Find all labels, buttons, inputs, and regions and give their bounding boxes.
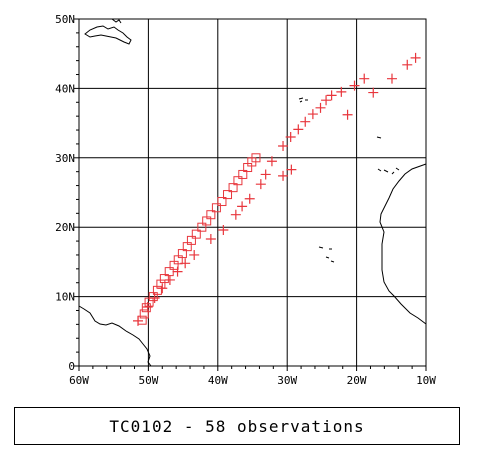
observation-plus-marker <box>180 258 191 269</box>
observation-plus-marker <box>218 224 229 235</box>
coastline-island-top <box>111 18 122 24</box>
x-tick-label: 40W <box>208 374 228 387</box>
observation-square-marker <box>251 153 261 163</box>
observation-square-marker <box>217 197 227 207</box>
observation-plus-marker <box>278 170 289 181</box>
observation-plus-marker <box>157 283 168 294</box>
observation-plus-marker <box>410 52 421 63</box>
observation-plus-marker <box>321 95 332 106</box>
observation-plus-marker <box>255 179 266 190</box>
observation-square-marker <box>152 285 162 295</box>
x-tick-label: 50W <box>138 374 158 387</box>
observation-plus-marker <box>349 80 360 91</box>
y-tick-label: 20N <box>55 221 75 234</box>
caption-box: TC0102 - 58 observations <box>14 407 460 445</box>
observation-square-marker <box>191 229 201 239</box>
observation-square-marker <box>211 203 221 213</box>
observation-plus-marker <box>286 164 297 175</box>
observation-plus-marker <box>300 116 311 127</box>
observation-square-marker <box>223 190 233 200</box>
observation-square-marker <box>139 309 149 319</box>
map-background <box>79 19 426 366</box>
observation-plus-marker <box>172 266 183 277</box>
observation-square-marker <box>228 183 238 193</box>
observation-plus-marker <box>266 156 277 167</box>
map-grid <box>79 19 426 366</box>
caption-text: TC0102 - 58 observations <box>109 416 365 436</box>
observation-square-marker <box>177 249 187 259</box>
observation-square-marker <box>186 235 196 245</box>
observation-plus-marker <box>293 124 304 135</box>
cape-verde-islands <box>318 246 335 263</box>
observation-square-marker <box>197 222 207 232</box>
observation-plus-marker <box>285 131 296 142</box>
coastlines <box>78 18 427 367</box>
observation-plus-marker <box>230 209 241 220</box>
coastline-newfoundland <box>84 25 132 45</box>
observation-plus-marker <box>315 102 326 113</box>
azores-islands <box>298 97 308 103</box>
observation-plus-marker <box>205 233 216 244</box>
observation-plus-marker <box>359 73 370 84</box>
observation-plus-marker <box>336 86 347 97</box>
observation-plus-marker <box>386 73 397 84</box>
observation-plus-marker <box>260 169 271 180</box>
observation-markers <box>132 52 421 326</box>
madeira-island <box>376 136 382 139</box>
axis-labels: 60W 50W 40W 30W 20W 10W 0 10N 20N 30N 40N 50N <box>55 13 436 387</box>
x-tick-label: 60W <box>69 374 89 387</box>
y-tick-label: 30N <box>55 152 75 165</box>
x-tick-label: 10W <box>416 374 436 387</box>
observation-plus-marker <box>142 302 153 313</box>
observation-square-marker <box>141 303 151 313</box>
observation-plus-marker <box>402 59 413 70</box>
observation-square-marker <box>233 176 243 186</box>
coastline-south-america <box>78 305 152 367</box>
observation-square-marker <box>238 169 248 179</box>
coastline-africa <box>379 163 427 325</box>
observation-plus-marker <box>278 141 289 152</box>
map-plot: 60W 50W 40W 30W 20W 10W 0 10N 20N 30N 40N 50N <box>55 13 436 387</box>
observation-plus-marker <box>149 292 160 303</box>
canary-islands <box>377 167 400 175</box>
observation-square-marker <box>206 210 216 220</box>
y-tick-label: 40N <box>55 82 75 95</box>
y-tick-label: 10N <box>55 291 75 304</box>
x-tick-label: 20W <box>347 374 367 387</box>
map-frame <box>78 18 427 367</box>
observation-plus-marker <box>342 109 353 120</box>
y-tick-label: 0 <box>68 360 75 373</box>
x-tick-label: 30W <box>277 374 297 387</box>
observation-plus-marker <box>164 274 175 285</box>
observation-plus-marker <box>244 193 255 204</box>
observation-plus-marker <box>326 90 337 101</box>
observation-plus-marker <box>307 109 318 120</box>
observation-square-marker <box>159 274 169 284</box>
observation-plus-marker <box>132 315 143 326</box>
y-tick-label: 50N <box>55 13 75 26</box>
observation-plus-marker <box>189 249 200 260</box>
observation-plus-marker <box>237 201 248 212</box>
observation-plus-marker <box>368 87 379 98</box>
